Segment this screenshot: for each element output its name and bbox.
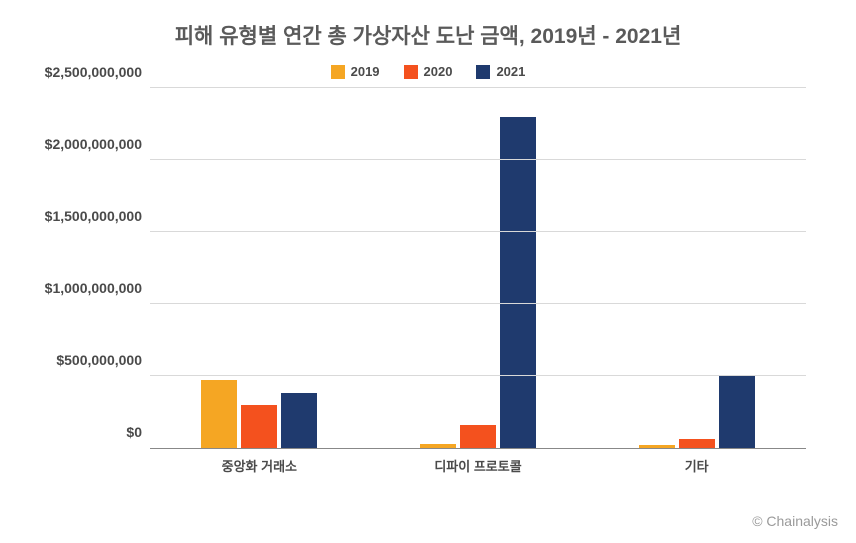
legend-item-2019: 2019 (331, 64, 380, 79)
gridline (150, 159, 806, 160)
y-tick-label: $1,000,000,000 (45, 280, 150, 296)
bar (719, 376, 755, 448)
legend-item-2020: 2020 (404, 64, 453, 79)
category-group: 중앙화 거래소 (150, 89, 369, 448)
y-tick-label: $1,500,000,000 (45, 208, 150, 224)
chart-title: 피해 유형별 연간 총 가상자산 도난 금액, 2019년 - 2021년 (30, 20, 826, 50)
chart-container: 피해 유형별 연간 총 가상자산 도난 금액, 2019년 - 2021년 20… (0, 0, 856, 459)
y-tick-label: $0 (126, 424, 150, 440)
legend-swatch-2019 (331, 65, 345, 79)
x-tick-label: 중앙화 거래소 (222, 448, 297, 475)
legend-label-2020: 2020 (424, 64, 453, 79)
gridline (150, 303, 806, 304)
category-group: 기타 (587, 89, 806, 448)
plot-area: 중앙화 거래소디파이 프로토콜기타 $0$500,000,000$1,000,0… (150, 89, 806, 449)
legend-label-2019: 2019 (351, 64, 380, 79)
legend-swatch-2020 (404, 65, 418, 79)
bar (201, 380, 237, 448)
x-tick-label: 디파이 프로토콜 (434, 448, 521, 475)
bar (241, 405, 277, 448)
bar-groups: 중앙화 거래소디파이 프로토콜기타 (150, 89, 806, 448)
legend-swatch-2021 (476, 65, 490, 79)
legend-item-2021: 2021 (476, 64, 525, 79)
gridline (150, 87, 806, 88)
gridline (150, 231, 806, 232)
attribution: © Chainalysis (752, 513, 838, 529)
legend-label-2021: 2021 (496, 64, 525, 79)
gridline (150, 375, 806, 376)
category-group: 디파이 프로토콜 (369, 89, 588, 448)
bar (679, 439, 715, 448)
y-tick-label: $500,000,000 (56, 352, 150, 368)
y-tick-label: $2,000,000,000 (45, 136, 150, 152)
bar (500, 117, 536, 448)
bar (281, 393, 317, 448)
bar (639, 445, 675, 448)
y-tick-label: $2,500,000,000 (45, 64, 150, 80)
x-tick-label: 기타 (685, 448, 709, 475)
bar (460, 425, 496, 448)
plot: 중앙화 거래소디파이 프로토콜기타 $0$500,000,000$1,000,0… (150, 89, 806, 449)
